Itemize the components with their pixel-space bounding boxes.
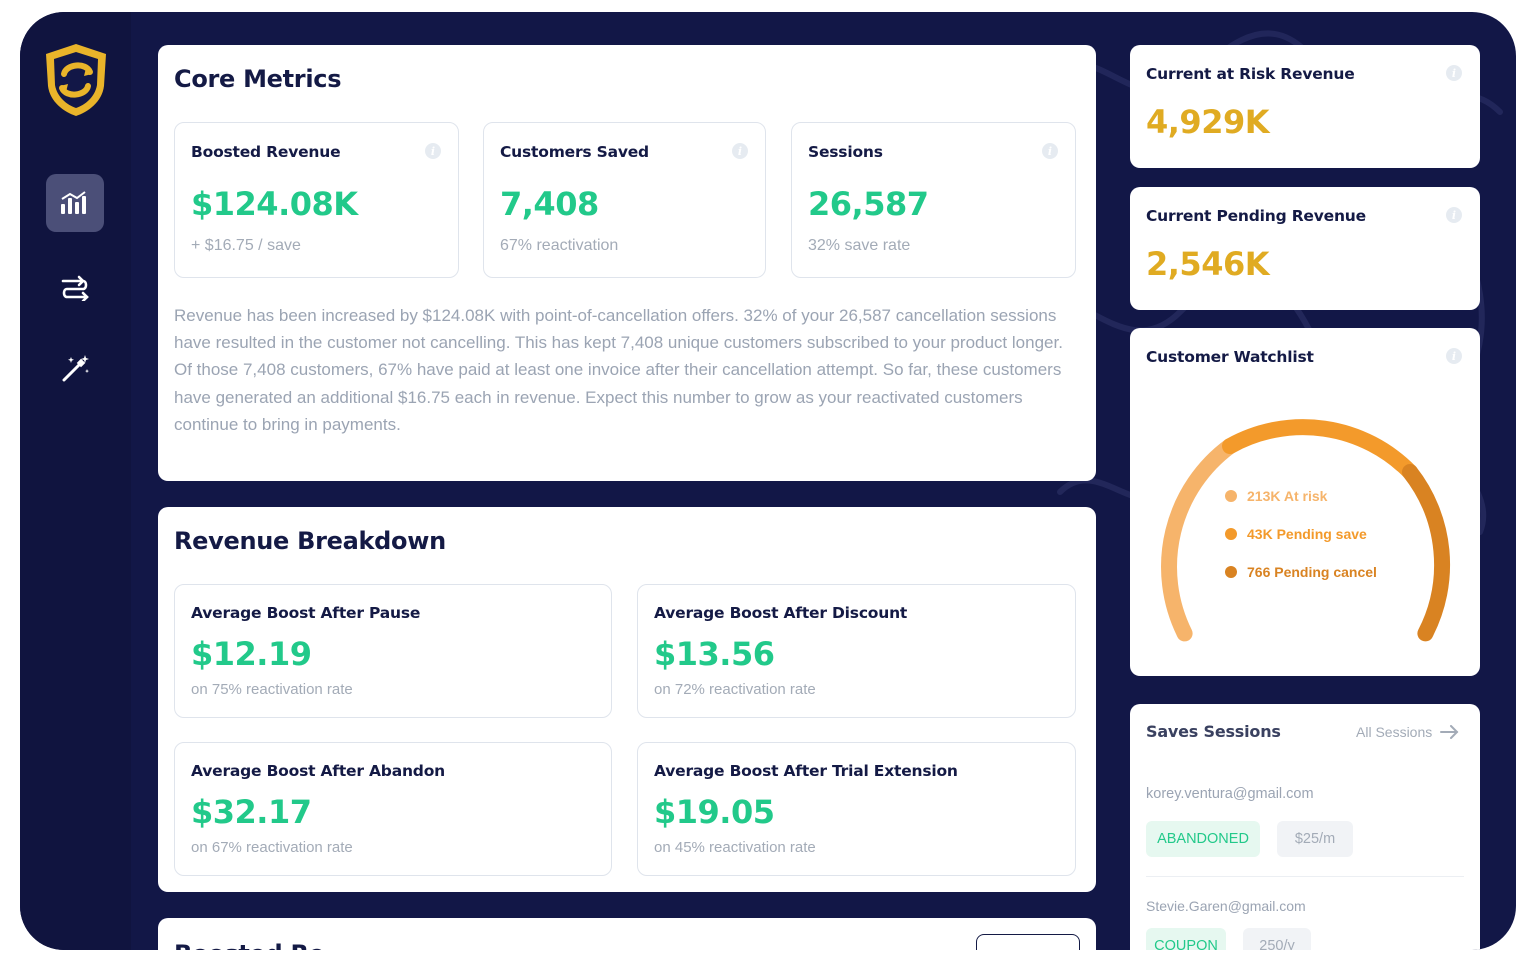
metric-label: Sessions [808,143,883,161]
nav-magic[interactable] [46,340,104,398]
nav-analytics[interactable] [46,174,104,232]
watchlist-gauge [1161,419,1451,642]
info-icon[interactable]: i [1446,348,1462,364]
metric-value: $13.56 [654,635,775,673]
at-risk-revenue-card: Current at Risk Revenue i 4,929K [1130,45,1480,168]
metric-value: $19.05 [654,793,775,831]
metric-sub: 67% reactivation [500,237,619,254]
pending-revenue-card: Current Pending Revenue i 2,546K [1130,187,1480,310]
sidebar [20,12,131,950]
gauge-pending-save-arc [1222,419,1418,480]
legend-dot [1225,528,1237,540]
boosted-revenue-card: Boosted Revenue i $124.08K + $16.75 / sa… [174,122,459,278]
status-badge: ABANDONED [1146,821,1260,857]
legend-pending-cancel: 766 Pending cancel [1225,564,1377,580]
legend-at-risk: 213K At risk [1225,488,1327,504]
magic-wand-icon [62,355,89,382]
metric-value: 26,587 [808,185,929,223]
at-risk-title: Current at Risk Revenue [1146,65,1355,83]
nav-flows[interactable] [46,258,104,316]
metric-label: Average Boost After Discount [654,604,908,622]
session-email: korey.ventura@gmail.com [1146,786,1314,802]
metric-value: 7,408 [500,185,599,223]
revenue-breakdown-card: Revenue Breakdown Average Boost After Pa… [158,507,1096,892]
info-icon[interactable]: i [425,143,441,159]
boost-discount-card: Average Boost After Discount $13.56 on 7… [637,584,1076,718]
metric-value: $32.17 [191,793,312,831]
customer-watchlist-card: Customer Watchlist i 213K At risk 43K Pe… [1130,328,1480,676]
logo-shield-icon[interactable] [42,42,110,118]
metric-value: $124.08K [191,185,358,223]
legend-dot [1225,490,1237,502]
boost-pause-card: Average Boost After Pause $12.19 on 75% … [174,584,612,718]
status-badge: COUPON [1146,928,1226,950]
revenue-breakdown-title: Revenue Breakdown [174,527,446,555]
boost-trial-extension-card: Average Boost After Trial Extension $19.… [637,742,1076,876]
at-risk-value: 4,929K [1146,103,1270,141]
metric-sub: on 75% reactivation rate [191,681,353,698]
core-metrics-description: Revenue has been increased by $124.08K w… [174,306,1063,434]
session-email: Stevie.Garen@gmail.com [1146,898,1306,914]
row-divider [1146,876,1464,877]
legend-label: 43K Pending save [1247,526,1367,542]
legend-label: 213K At risk [1247,488,1328,504]
period-select[interactable] [976,934,1080,950]
flow-arrows-icon [61,275,89,301]
metric-sub: on 72% reactivation rate [654,681,816,698]
metric-sub: + $16.75 / save [191,237,301,254]
pending-value: 2,546K [1146,245,1270,283]
gauge-pending-cancel-arc [1402,464,1451,642]
boosted-revenue-chart-card: Boosted Re [158,918,1096,950]
legend-label: 766 Pending cancel [1247,564,1377,580]
saves-sessions-title: Saves Sessions [1146,722,1281,741]
metric-label: Customers Saved [500,143,649,161]
metric-sub: on 45% reactivation rate [654,839,816,856]
gauge-at-risk-arc [1161,438,1238,642]
legend-pending-save: 43K Pending save [1225,526,1367,542]
saves-sessions-card: Saves Sessions All Sessions korey.ventur… [1130,704,1480,950]
legend-dot [1225,566,1237,578]
metric-label: Boosted Revenue [191,143,341,161]
price-badge: 250/y [1243,928,1311,950]
metric-sub: on 67% reactivation rate [191,839,353,856]
price-badge: $25/m [1277,821,1353,857]
customers-saved-card: Customers Saved i 7,408 67% reactivation [483,122,766,278]
info-icon[interactable]: i [1042,143,1058,159]
info-icon[interactable]: i [732,143,748,159]
core-metrics-card: Core Metrics Boosted Revenue i $124.08K … [158,45,1096,481]
metric-label: Average Boost After Trial Extension [654,762,958,780]
metric-label: Average Boost After Abandon [191,762,445,780]
metric-label: Average Boost After Pause [191,604,421,622]
partial-card-title: Boosted Re [174,940,325,950]
metric-sub: 32% save rate [808,237,911,254]
info-icon[interactable]: i [1446,207,1462,223]
info-icon[interactable]: i [1446,65,1462,81]
all-sessions-link[interactable]: All Sessions [1356,724,1460,740]
sessions-card: Sessions i 26,587 32% save rate [791,122,1076,278]
arrow-right-icon [1440,725,1459,739]
metric-value: $12.19 [191,635,312,673]
app-frame: Core Metrics Boosted Revenue i $124.08K … [20,12,1516,950]
bar-chart-icon [61,191,86,214]
core-metrics-title: Core Metrics [174,65,342,93]
all-sessions-label: All Sessions [1356,724,1433,740]
pending-title: Current Pending Revenue [1146,207,1366,225]
watchlist-title: Customer Watchlist [1146,348,1314,366]
boost-abandon-card: Average Boost After Abandon $32.17 on 67… [174,742,612,876]
